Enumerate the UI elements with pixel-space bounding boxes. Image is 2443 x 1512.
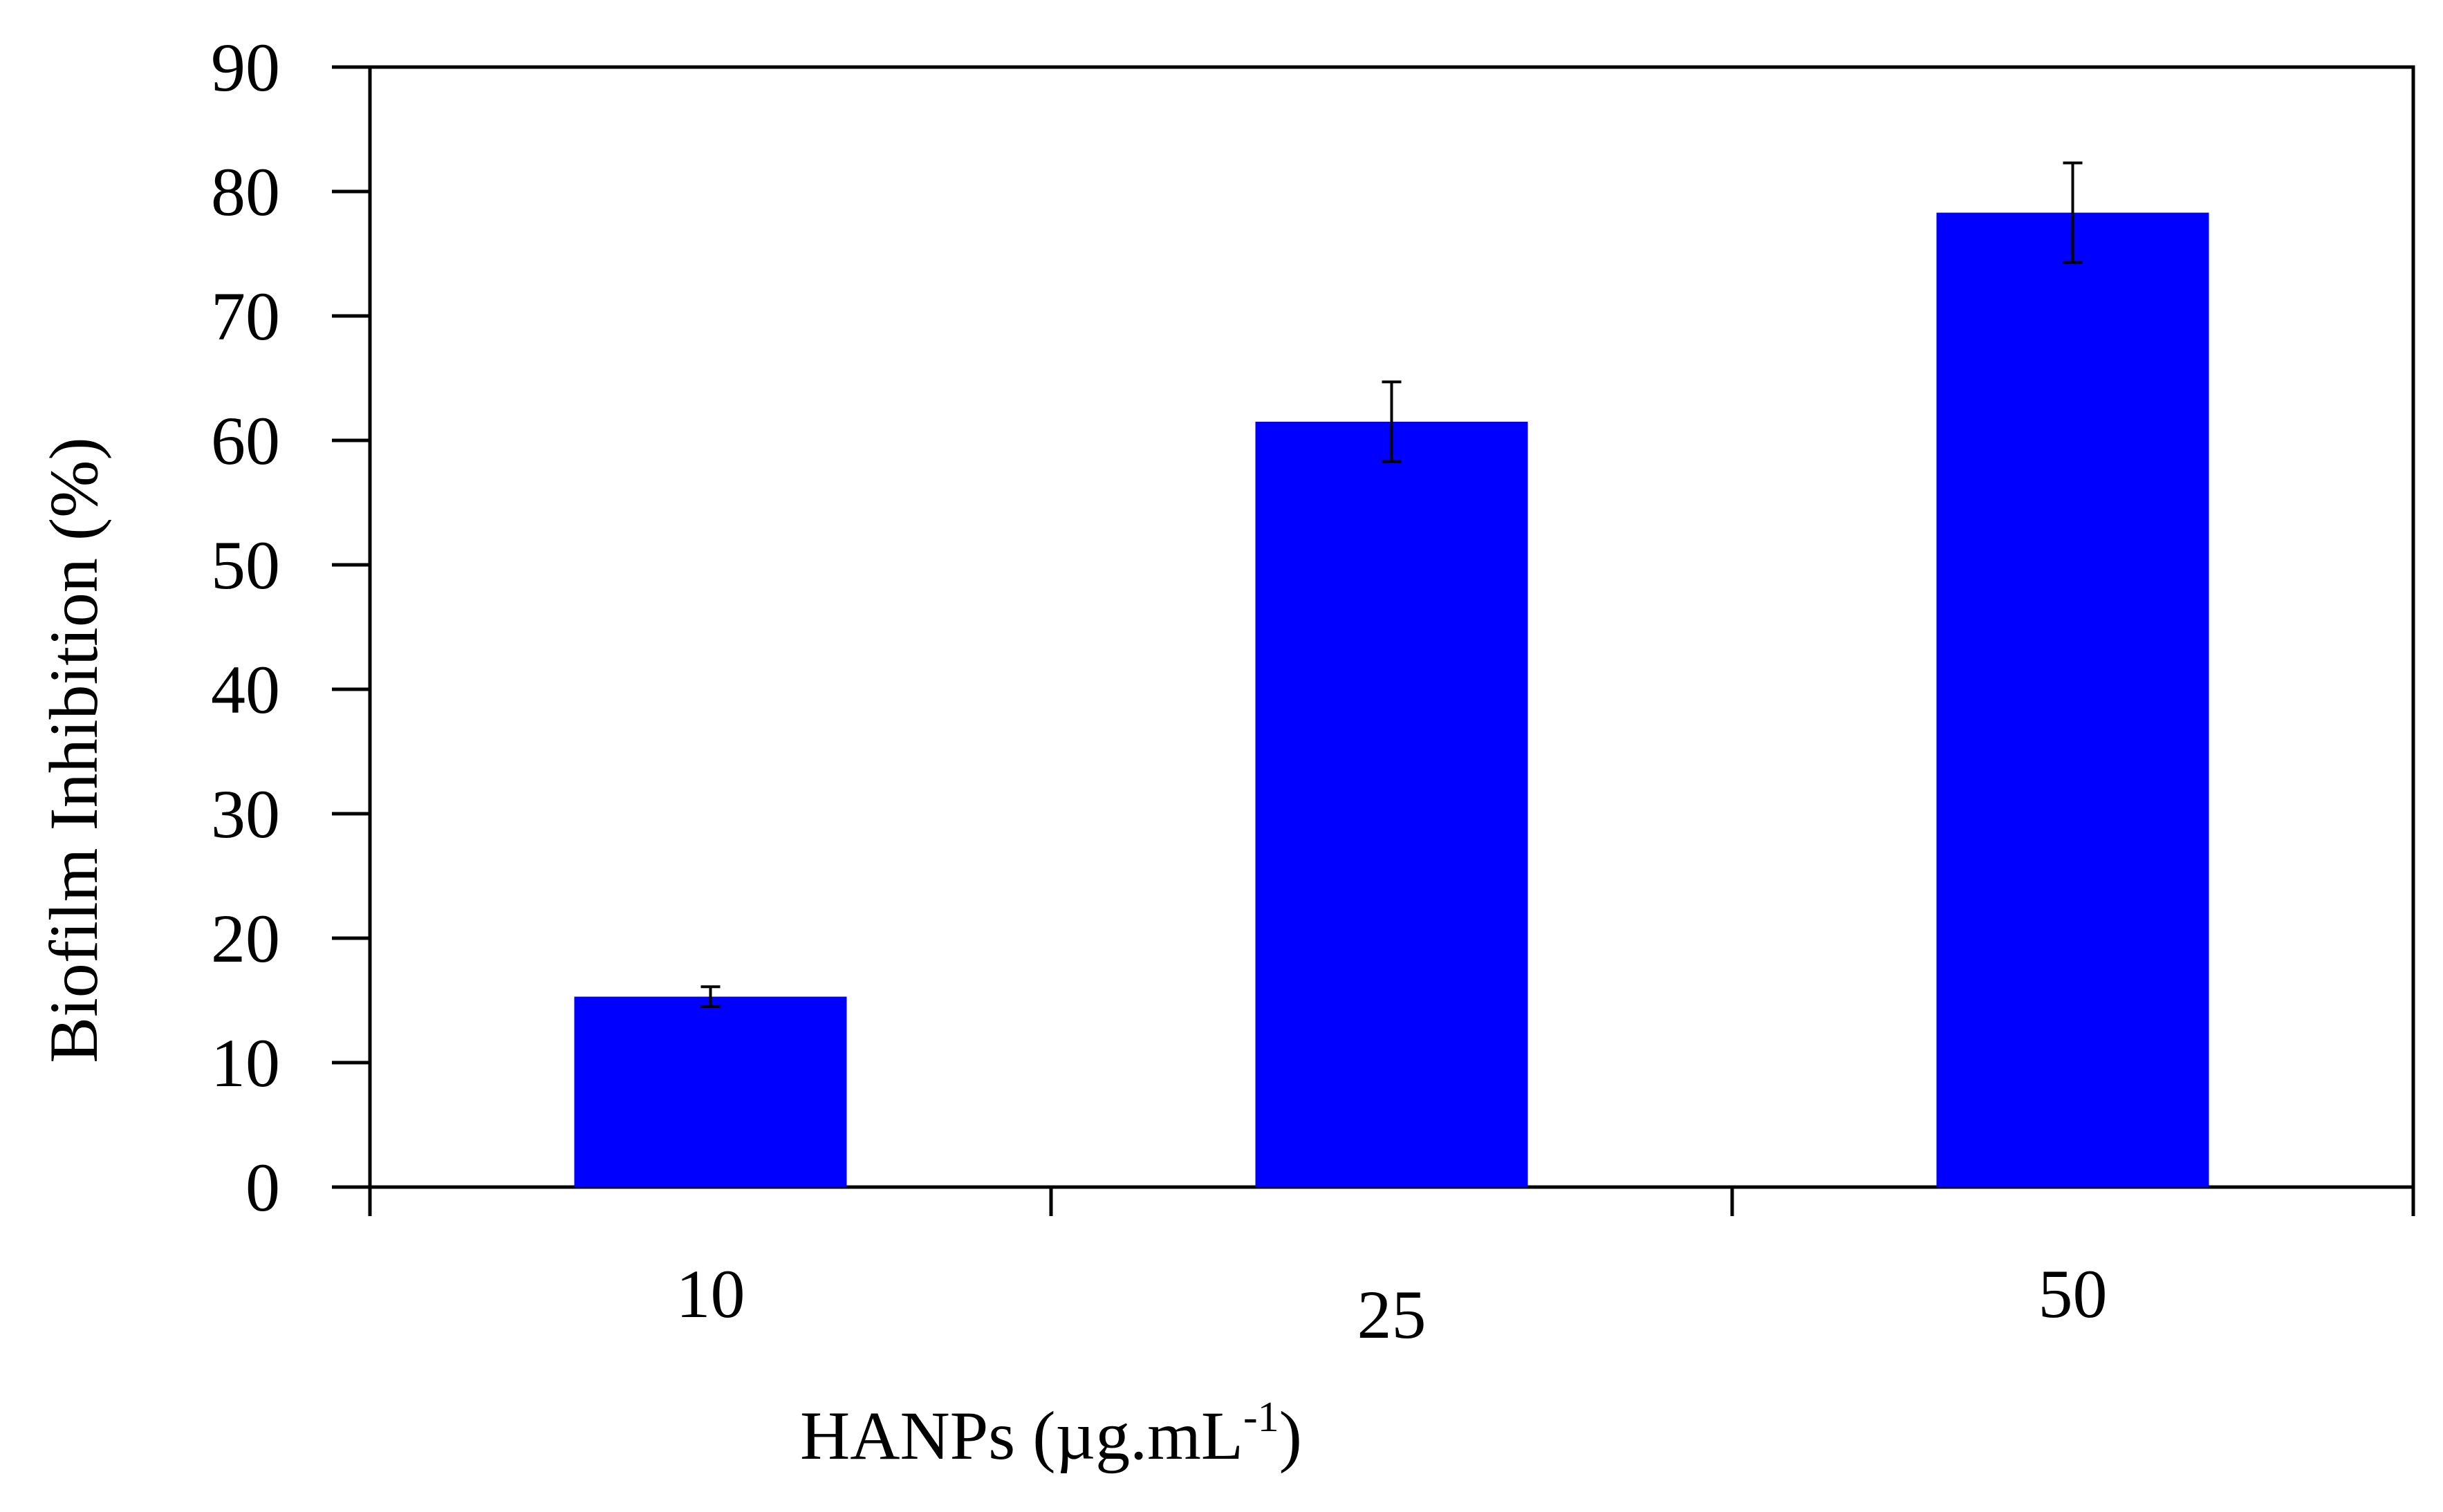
- x-axis-title-superscript: -1: [1243, 1394, 1279, 1441]
- y-axis-ticks: [332, 65, 370, 1189]
- y-tick-label: 10: [211, 1025, 280, 1101]
- bars: [574, 212, 2209, 1188]
- bar: [1936, 212, 2209, 1188]
- x-tick-label: 25: [1357, 1276, 1427, 1353]
- x-axis-ticks: [368, 1187, 2415, 1216]
- error-bars: [700, 161, 2083, 1008]
- y-tick-label: 70: [211, 278, 280, 355]
- y-tick-label: 90: [211, 29, 280, 106]
- y-tick-label: 80: [211, 153, 280, 230]
- x-axis-title-main: HANPs (µg.mL: [800, 1397, 1243, 1474]
- y-tick-label: 30: [211, 776, 280, 852]
- y-tick-label: 50: [211, 527, 280, 604]
- y-tick-label: 20: [211, 900, 280, 977]
- x-tick-label: 50: [2038, 1256, 2108, 1332]
- bar: [1255, 422, 1528, 1187]
- x-axis-title: HANPs (µg.mL-1): [800, 1394, 1302, 1474]
- x-axis-title-close: ): [1279, 1397, 1302, 1474]
- bar: [574, 996, 847, 1187]
- y-tick-label: 60: [211, 402, 280, 479]
- x-tick-label: 10: [676, 1256, 745, 1332]
- tick-labels: 0 10 20 30 40 50 60 70 80 90 10 25 50: [211, 29, 2108, 1353]
- y-tick-label: 0: [245, 1149, 280, 1226]
- y-tick-label: 40: [211, 651, 280, 728]
- y-axis-title: Biofilm Inhibition (%): [35, 437, 112, 1063]
